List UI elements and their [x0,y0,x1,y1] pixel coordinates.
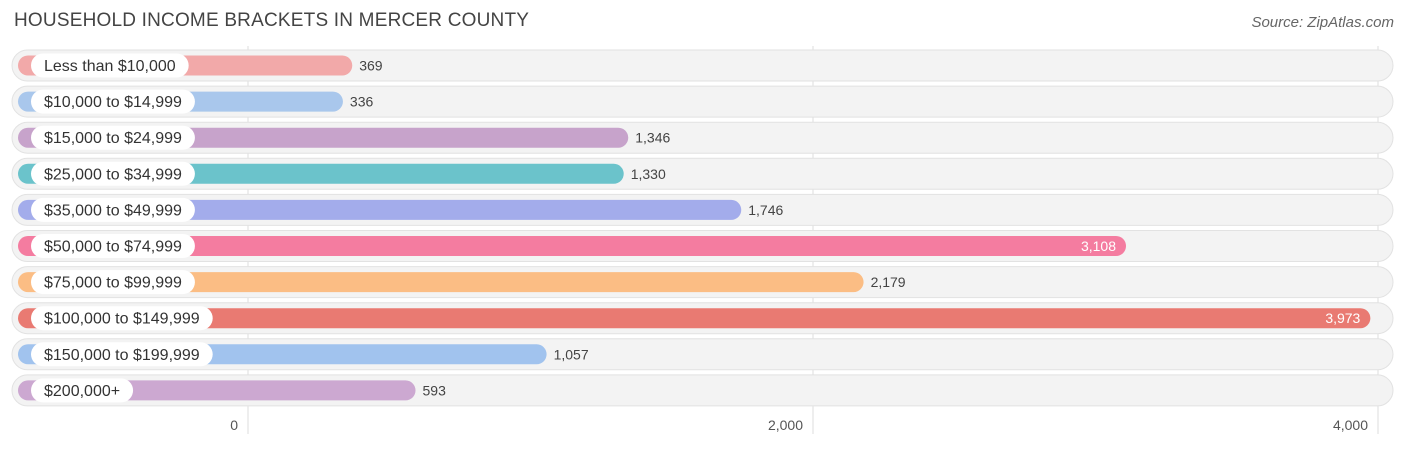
category-label-pill [31,161,195,186]
category-label-pill [31,234,195,258]
value-label: 1,057 [554,346,589,362]
category-label: $25,000 to $34,999 [44,166,182,183]
category-label-pill [31,378,134,403]
bar-row: $15,000 to $24,999 1,346 [11,121,1394,154]
x-axis-ticks: 0 2,000 4,000 [230,417,1368,433]
bar [18,272,864,293]
bar-row: $25,000 to $34,999 1,330 [11,157,1394,190]
value-label: 3,108 [1081,238,1116,254]
value-label: 369 [359,58,383,74]
category-label: $15,000 to $24,999 [44,130,182,147]
value-label: 336 [350,94,374,110]
source-credit: Source: ZipAtlas.com [1251,14,1394,31]
category-label: $100,000 to $149,999 [44,311,200,328]
category-label-pill [31,197,195,222]
category-label: $35,000 to $49,999 [44,202,182,219]
tick-label: 0 [230,417,238,433]
bar-row: $10,000 to $14,999 336 [11,85,1394,118]
category-label: Less than $10,000 [44,58,176,75]
bar [18,199,742,220]
bar-row: Less than $10,000 369 [11,49,1394,82]
row-track [11,49,1394,82]
category-label: $50,000 to $74,999 [44,239,182,256]
value-label: 593 [423,382,447,398]
bar-rows: Less than $10,000 369 $10,000 to $14,999 33… [11,49,1394,407]
category-label: $75,000 to $99,999 [44,275,182,292]
category-label-pill [31,53,189,78]
bar-row: $75,000 to $99,999 2,179 [11,266,1394,299]
tick-label: 4,000 [1333,417,1368,433]
bar-row: $100,000 to $149,999 3,973 [11,302,1394,335]
row-track [11,85,1394,118]
category-label-pill [31,89,195,114]
value-label: 2,179 [871,274,906,290]
value-label: 1,346 [635,130,670,146]
tick-label: 2,000 [768,417,803,433]
category-label: $200,000+ [44,383,120,400]
category-label: $10,000 to $14,999 [44,94,182,111]
bar [18,236,1127,256]
bar-row: $200,000+ 593 [11,374,1394,407]
value-label: 1,330 [631,166,666,182]
category-label-pill [31,306,213,331]
bar [18,308,1371,329]
category-label-pill [31,342,213,367]
value-label: 3,973 [1325,310,1360,326]
bar-row: $50,000 to $74,999 3,108 [11,230,1394,262]
bar-row: $150,000 to $199,999 1,057 [11,338,1394,371]
category-label-pill [31,270,195,295]
chart-title: HOUSEHOLD INCOME BRACKETS IN MERCER COUN… [14,10,530,31]
bar-row: $35,000 to $49,999 1,746 [11,193,1394,226]
category-label-pill [31,125,195,150]
category-label: $150,000 to $199,999 [44,347,200,364]
value-label: 1,746 [748,202,783,218]
